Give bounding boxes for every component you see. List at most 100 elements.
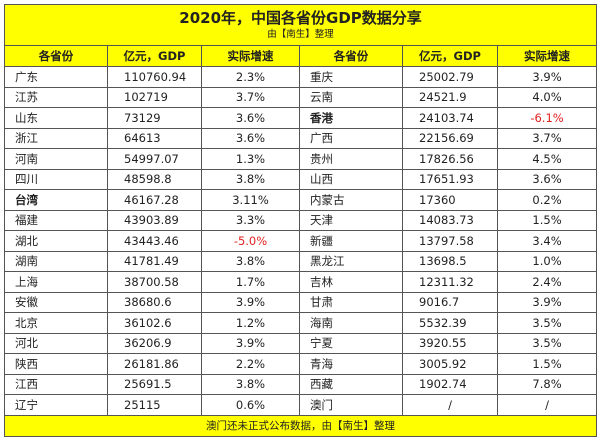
province-cell: 香港 [299, 107, 403, 129]
province-cell: 福建 [4, 209, 108, 231]
province-cell: 辽宁 [4, 394, 108, 416]
gdp-cell: 5532.39 [402, 312, 498, 334]
province-cell: 陕西 [4, 353, 108, 375]
growth-rate-cell: 7.8% [496, 373, 598, 395]
table-row: 安徽 38680.6 3.9% 甘肃 9016.7 3.9% [4, 291, 598, 313]
province-cell: 广西 [299, 127, 403, 149]
gdp-cell: / [402, 394, 498, 416]
gdp-table-sheet: 2020年，中国各省份GDP数据分享 由【南生】整理 各省份 亿元，GDP 实际… [3, 4, 598, 444]
growth-rate-cell: 2.2% [201, 353, 300, 375]
table-row: 陕西 26181.86 2.2% 青海 3005.92 1.5% [4, 353, 598, 375]
growth-rate-cell: 3.4% [496, 230, 598, 252]
gdp-cell: 17360 [402, 189, 498, 211]
province-cell: 青海 [299, 353, 403, 375]
growth-rate-cell: 3.3% [201, 209, 300, 231]
growth-rate-cell: -5.0% [201, 230, 300, 252]
title-row: 2020年，中国各省份GDP数据分享 由【南生】整理 [3, 4, 598, 46]
province-cell: 浙江 [4, 127, 108, 149]
gdp-cell: 46167.28 [107, 189, 202, 211]
province-cell: 河北 [4, 332, 108, 354]
table-row: 江苏 102719 3.7% 云南 24521.9 4.0% [4, 86, 598, 108]
table-row: 浙江 64613 3.6% 广西 22156.69 3.7% [4, 127, 598, 149]
gdp-cell: 41781.49 [107, 250, 202, 272]
growth-rate-cell: 3.6% [201, 127, 300, 149]
title-cell: 2020年，中国各省份GDP数据分享 由【南生】整理 [3, 4, 598, 46]
gdp-cell: 64613 [107, 127, 202, 149]
column-header: 实际增速 [201, 45, 300, 67]
header-row: 各省份 亿元，GDP 实际增速 各省份 亿元，GDP 实际增速 [4, 45, 598, 67]
gdp-cell: 13797.58 [402, 230, 498, 252]
growth-rate-cell: 3.8% [201, 168, 300, 190]
growth-rate-cell: 3.9% [496, 66, 598, 88]
province-cell: 贵州 [299, 148, 403, 170]
gdp-cell: 43903.89 [107, 209, 202, 231]
growth-rate-cell: 1.7% [201, 271, 300, 293]
gdp-table: 2020年，中国各省份GDP数据分享 由【南生】整理 各省份 亿元，GDP 实际… [3, 4, 598, 437]
province-cell: 山东 [4, 107, 108, 129]
province-cell: 安徽 [4, 291, 108, 313]
province-cell: 新疆 [299, 230, 403, 252]
growth-rate-cell: 3.7% [496, 127, 598, 149]
province-cell: 河南 [4, 148, 108, 170]
province-cell: 黑龙江 [299, 250, 403, 272]
gdp-cell: 3920.55 [402, 332, 498, 354]
gdp-cell: 48598.8 [107, 168, 202, 190]
growth-rate-cell: -6.1% [496, 107, 598, 129]
growth-rate-cell: 3.8% [201, 373, 300, 395]
growth-rate-cell: 3.6% [201, 107, 300, 129]
table-row: 四川 48598.8 3.8% 山西 17651.93 3.6% [4, 168, 598, 190]
province-cell: 江西 [4, 373, 108, 395]
growth-rate-cell: 3.9% [201, 332, 300, 354]
gdp-cell: 1902.74 [402, 373, 498, 395]
page-subtitle: 由【南生】整理 [267, 29, 334, 40]
gdp-cell: 25115 [107, 394, 202, 416]
province-cell: 台湾 [4, 189, 108, 211]
table-row: 湖北 43443.46 -5.0% 新疆 13797.58 3.4% [4, 230, 598, 252]
growth-rate-cell: 3.11% [201, 189, 300, 211]
province-cell: 澳门 [299, 394, 403, 416]
table-row: 辽宁 25115 0.6% 澳门 / / [4, 394, 598, 416]
table-row: 湖南 41781.49 3.8% 黑龙江 13698.5 1.0% [4, 250, 598, 272]
province-cell: 山西 [299, 168, 403, 190]
gdp-cell: 17651.93 [402, 168, 498, 190]
gdp-cell: 24521.9 [402, 86, 498, 108]
province-cell: 海南 [299, 312, 403, 334]
gdp-cell: 25691.5 [107, 373, 202, 395]
table-row: 广东 110760.94 2.3% 重庆 25002.79 3.9% [4, 66, 598, 88]
province-cell: 吉林 [299, 271, 403, 293]
column-header: 实际增速 [496, 45, 598, 67]
province-cell: 江苏 [4, 86, 108, 108]
province-cell: 西藏 [299, 373, 403, 395]
column-header: 亿元，GDP [107, 45, 202, 67]
province-cell: 上海 [4, 271, 108, 293]
province-cell: 云南 [299, 86, 403, 108]
gdp-cell: 3005.92 [402, 353, 498, 375]
growth-rate-cell: 3.6% [496, 168, 598, 190]
gdp-cell: 14083.73 [402, 209, 498, 231]
gdp-cell: 73129 [107, 107, 202, 129]
growth-rate-cell: 3.7% [201, 86, 300, 108]
table-row: 河南 54997.07 1.3% 贵州 17826.56 4.5% [4, 148, 598, 170]
province-cell: 天津 [299, 209, 403, 231]
growth-rate-cell: 2.4% [496, 271, 598, 293]
growth-rate-cell: 3.5% [496, 312, 598, 334]
province-cell: 广东 [4, 66, 108, 88]
footer-note: 澳门还未正式公布数据，由【南生】整理 [3, 414, 598, 437]
column-header: 各省份 [299, 45, 403, 67]
province-cell: 四川 [4, 168, 108, 190]
growth-rate-cell: 3.8% [201, 250, 300, 272]
province-cell: 湖北 [4, 230, 108, 252]
growth-rate-cell: / [496, 394, 598, 416]
gdp-cell: 54997.07 [107, 148, 202, 170]
growth-rate-cell: 4.5% [496, 148, 598, 170]
gdp-cell: 12311.32 [402, 271, 498, 293]
gdp-cell: 36206.9 [107, 332, 202, 354]
table-row: 山东 73129 3.6% 香港 24103.74 -6.1% [4, 107, 598, 129]
page-title: 2020年，中国各省份GDP数据分享 [179, 9, 422, 27]
growth-rate-cell: 1.0% [496, 250, 598, 272]
table-row: 北京 36102.6 1.2% 海南 5532.39 3.5% [4, 312, 598, 334]
footer-row: 澳门还未正式公布数据，由【南生】整理 [3, 414, 598, 437]
gdp-cell: 24103.74 [402, 107, 498, 129]
column-header: 亿元，GDP [402, 45, 498, 67]
gdp-cell: 22156.69 [402, 127, 498, 149]
